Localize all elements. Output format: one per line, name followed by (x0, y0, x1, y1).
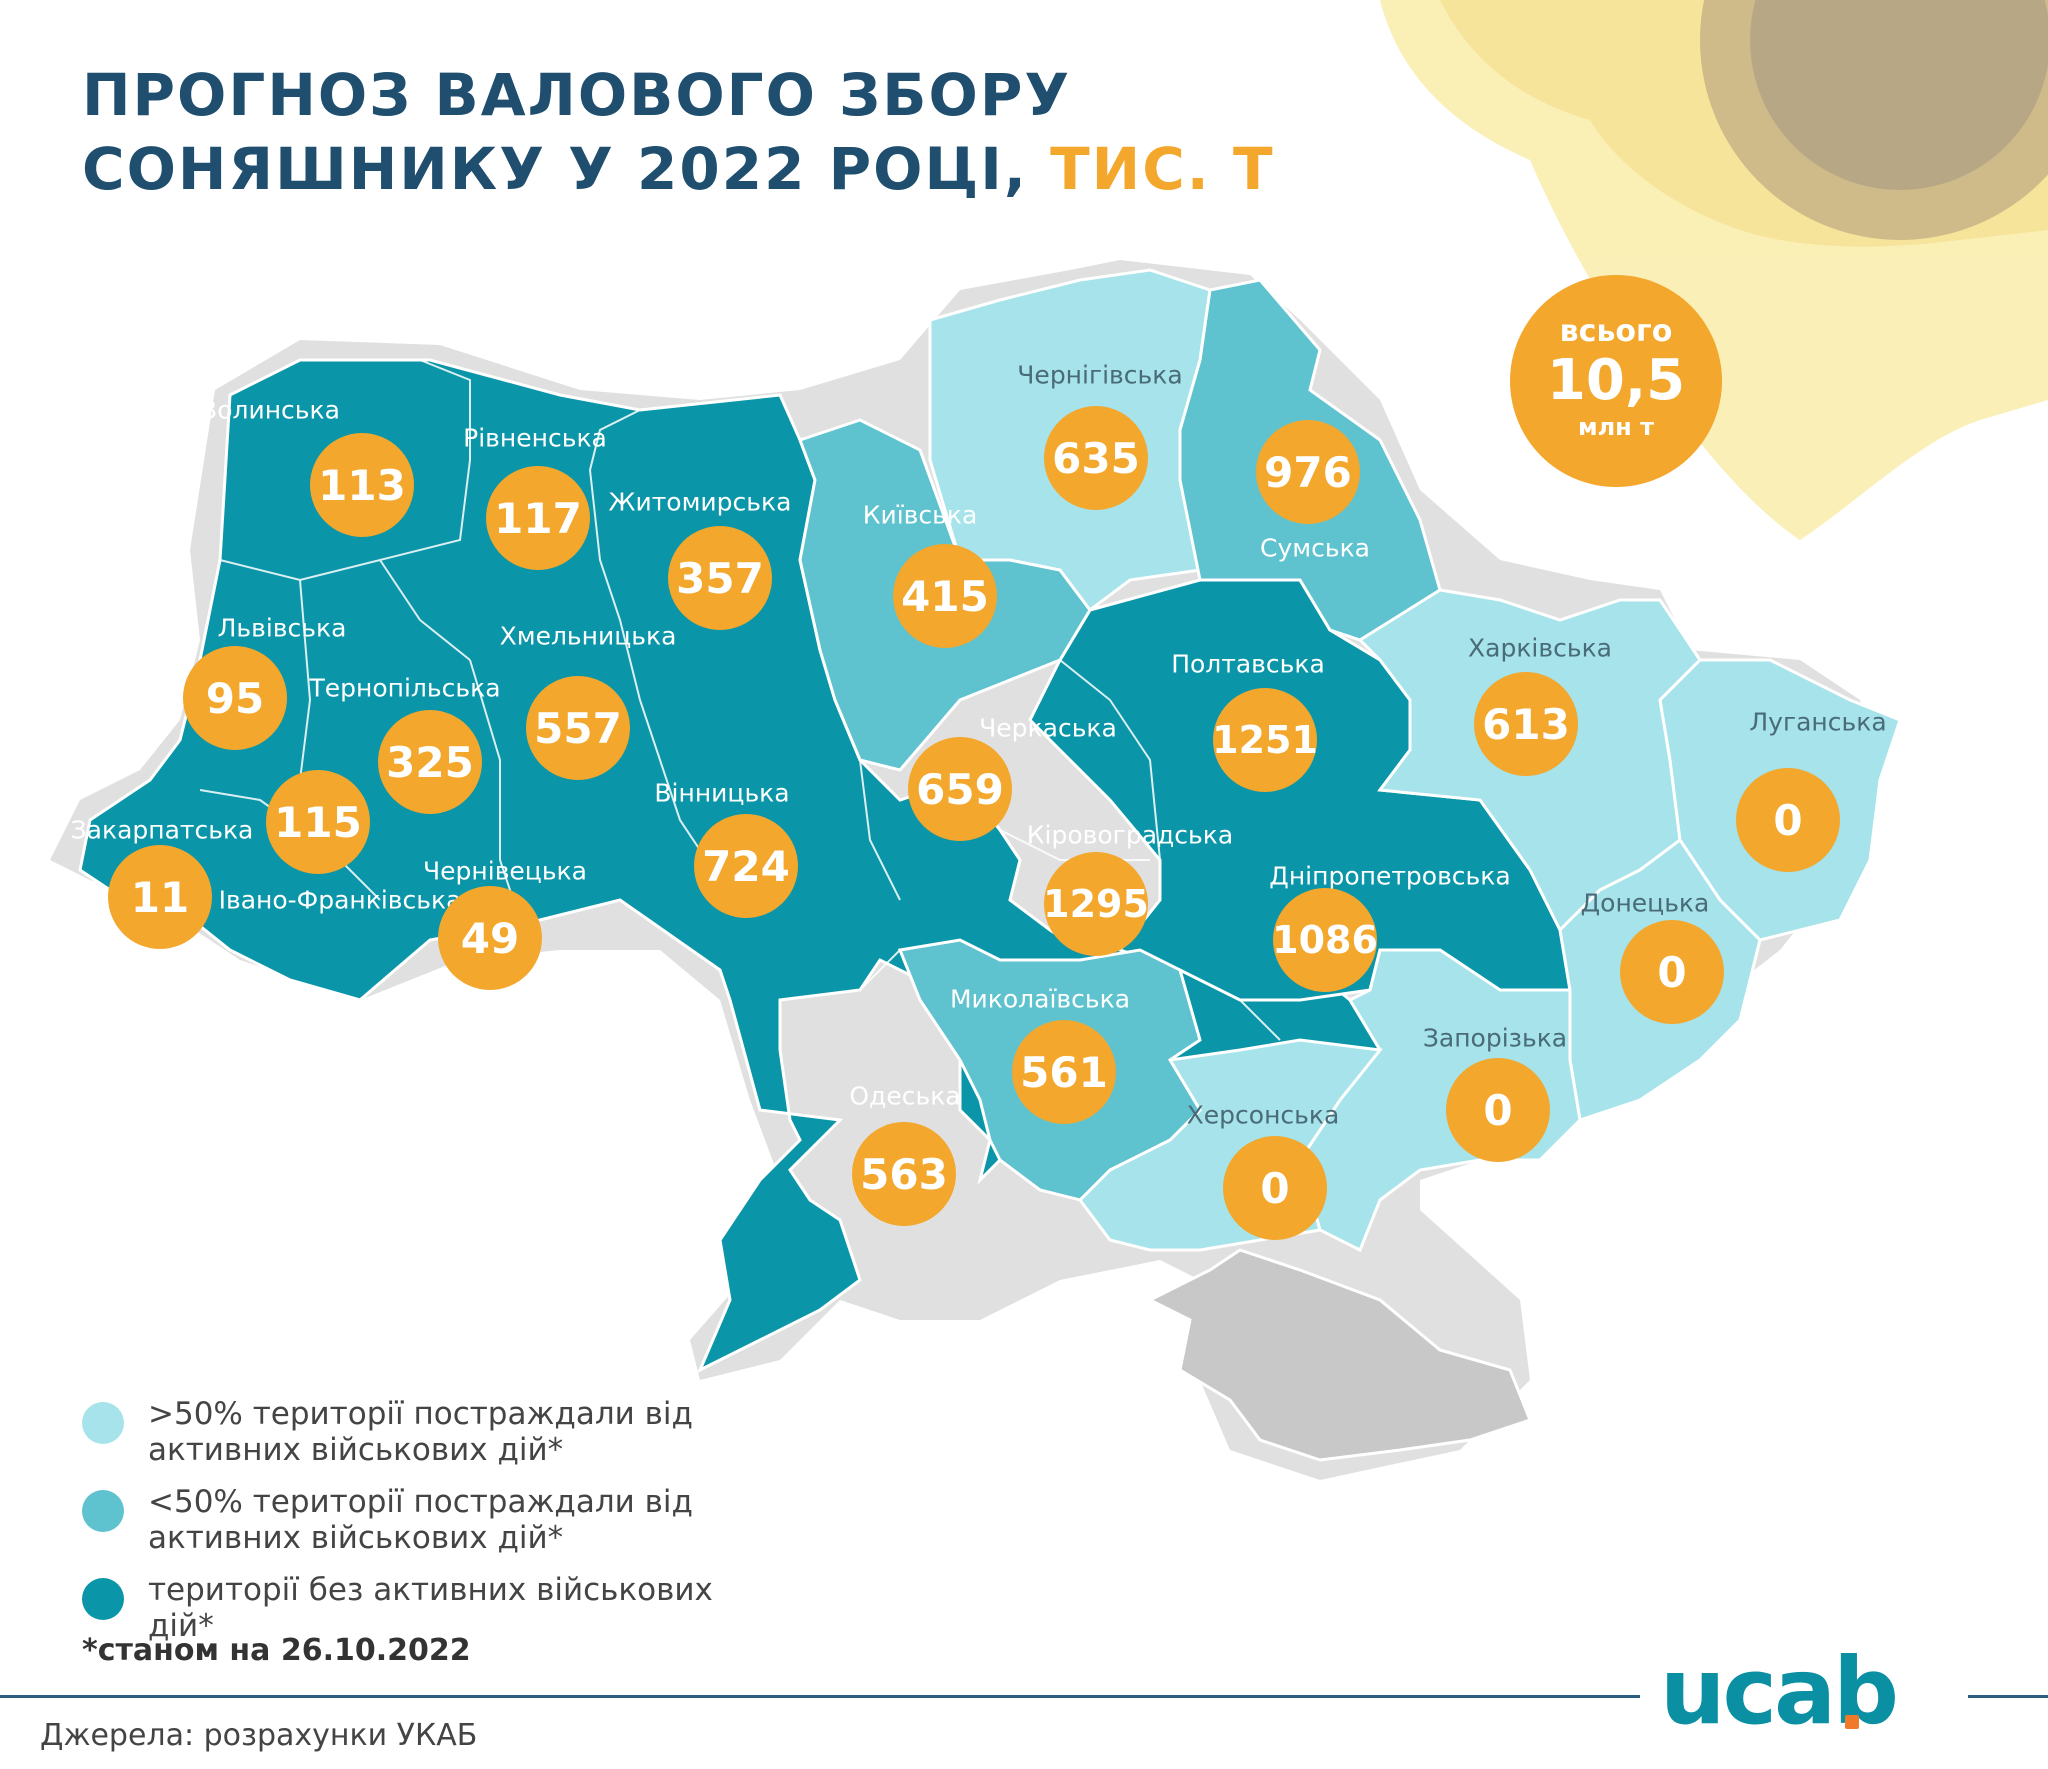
region-value-житомирська: 357 (668, 526, 772, 630)
region-name-чернівецька: Чернівецька (423, 856, 587, 886)
region-value-черкаська: 659 (908, 737, 1012, 841)
region-name-івано-франківська: Івано-Франківська (218, 885, 462, 915)
crimea-region (1146, 1248, 1532, 1462)
region-value-тернопільська: 325 (378, 710, 482, 814)
region-name-кіровоградська: Кіровоградська (1026, 820, 1234, 850)
region-name-закарпатська: Закарпатська (70, 815, 254, 845)
legend-swatch-none (82, 1578, 124, 1620)
footer-rule-right (1968, 1695, 2048, 1698)
region-value-херсонська: 0 (1223, 1136, 1327, 1240)
page-title: ПРОГНОЗ ВАЛОВОГО ЗБОРУ СОНЯШНИКУ У 2022 … (82, 58, 1275, 206)
ucab-logo: ucab (1660, 1638, 1899, 1745)
region-value-луганська: 0 (1736, 768, 1840, 872)
region-name-житомирська: Житомирська (608, 487, 792, 517)
region-value-вінницька: 724 (694, 814, 798, 918)
legend-text-low: <50% території постраждали від активних … (148, 1484, 693, 1556)
region-value-чернівецька: 49 (438, 886, 542, 990)
total-value: 10,5 (1546, 348, 1686, 413)
region-value-хмельницька: 557 (526, 676, 630, 780)
region-name-рівненська: Рівненська (463, 423, 607, 453)
region-name-київська: Київська (862, 500, 978, 530)
total-unit: млн т (1577, 413, 1655, 441)
region-value-київська: 415 (893, 544, 997, 648)
title-unit: ТИС. Т (1050, 135, 1275, 203)
region-name-харківська: Харківська (1468, 633, 1612, 663)
region-value-одеська: 563 (852, 1122, 956, 1226)
legend-text-none: території без активних військових дій* (148, 1572, 713, 1644)
region-name-хмельницька: Хмельницька (499, 621, 677, 651)
region-value-дніпропетровська: 1086 (1272, 888, 1378, 992)
region-value-харківська: 613 (1474, 672, 1578, 776)
total-label: всього (1559, 314, 1673, 349)
region-name-чернігівська: Чернігівська (1017, 360, 1183, 390)
legend-text-high: >50% території постраждали від активних … (148, 1396, 693, 1468)
footnote: *станом на 26.10.2022 (82, 1633, 471, 1668)
region-value-рівненська: 117 (486, 466, 590, 570)
region-value-сумська: 976 (1256, 420, 1360, 524)
region-name-дніпропетровська: Дніпропетровська (1269, 861, 1511, 891)
legend-swatch-high (82, 1402, 124, 1444)
region-name-запорізька: Запорізька (1422, 1023, 1568, 1053)
region-name-полтавська: Полтавська (1171, 649, 1325, 679)
region-value-закарпатська: 11 (108, 845, 212, 949)
region-name-донецька: Донецька (1580, 888, 1710, 918)
region-value-полтавська: 1251 (1212, 688, 1318, 792)
region-name-сумська: Сумська (1259, 533, 1371, 563)
region-value-запорізька: 0 (1446, 1058, 1550, 1162)
region-name-вінницька: Вінницька (654, 778, 790, 808)
region-value-кіровоградська: 1295 (1043, 852, 1149, 956)
region-value-волинська: 113 (310, 433, 414, 537)
region-value-миколаївська: 561 (1012, 1020, 1116, 1124)
source-text: Джерела: розрахунки УКАБ (40, 1718, 478, 1753)
region-name-волинська: Волинська (200, 395, 340, 425)
logo-accent (1845, 1715, 1859, 1729)
title-line-2: СОНЯШНИКУ У 2022 РОЦІ, (82, 135, 1028, 203)
sunflower-decoration (1380, 0, 2048, 540)
region-value-донецька: 0 (1620, 920, 1724, 1024)
region-name-тернопільська: Тернопільська (309, 673, 501, 703)
region-name-львівська: Львівська (217, 613, 347, 643)
region-value-івано-франківська: 115 (266, 770, 370, 874)
region-value-львівська: 95 (183, 646, 287, 750)
region-name-черкаська: Черкаська (979, 713, 1117, 743)
region-value-чернігівська: 635 (1044, 406, 1148, 510)
region-name-луганська: Луганська (1749, 707, 1887, 737)
footer-rule-left (0, 1695, 1640, 1698)
region-name-миколаївська: Миколаївська (949, 984, 1131, 1014)
legend-swatch-low (82, 1490, 124, 1532)
title-line-1: ПРОГНОЗ ВАЛОВОГО ЗБОРУ (82, 61, 1072, 129)
region-name-херсонська: Херсонська (1186, 1100, 1340, 1130)
total-badge: всього 10,5 млн т (1510, 275, 1722, 487)
region-name-одеська: Одеська (849, 1081, 961, 1111)
